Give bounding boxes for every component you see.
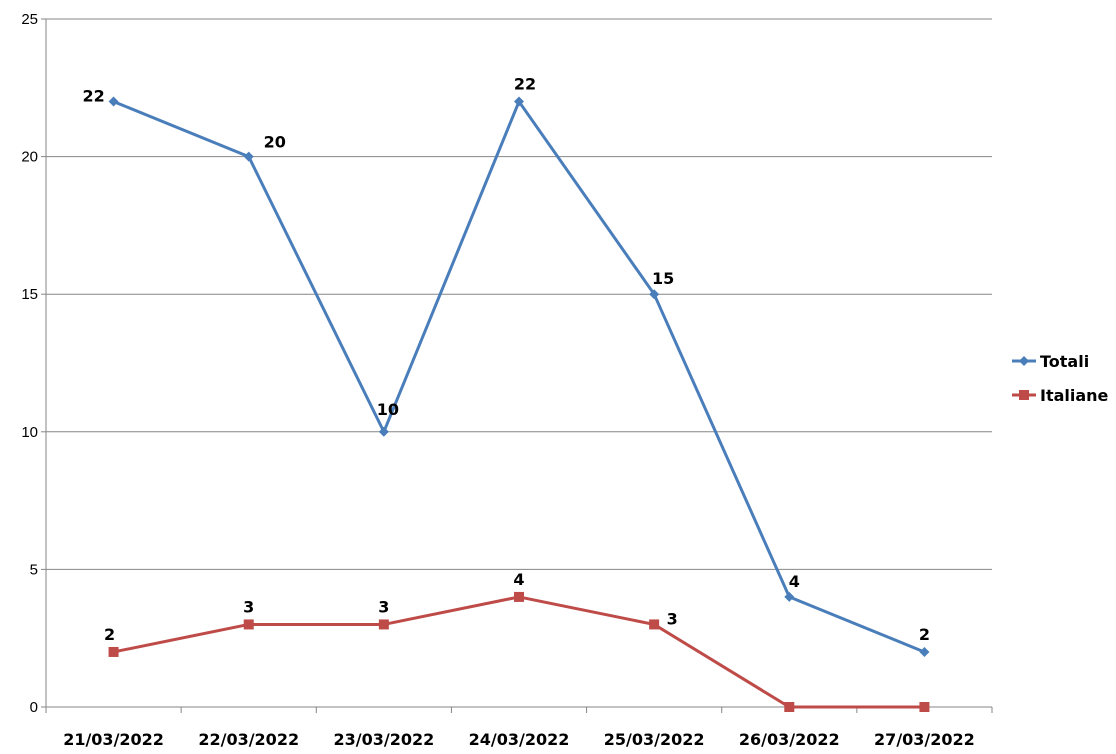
y-tick-label: 25 bbox=[21, 11, 38, 28]
y-tick-label: 15 bbox=[21, 286, 38, 303]
y-tick-label: 0 bbox=[30, 699, 38, 716]
x-tick-label: 26/03/2022 bbox=[739, 730, 840, 749]
gridlines bbox=[46, 18, 992, 570]
data-point bbox=[784, 702, 795, 712]
data-label: 3 bbox=[378, 597, 389, 616]
data-point bbox=[108, 96, 119, 107]
data-label: 22 bbox=[514, 75, 536, 94]
data-label: 20 bbox=[264, 133, 286, 152]
data-point bbox=[919, 702, 930, 712]
data-point bbox=[378, 426, 389, 437]
legend: Totali Italiane bbox=[1012, 352, 1109, 405]
x-axis-ticks: 21/03/2022 22/03/2022 23/03/2022 24/03/2022… bbox=[45, 707, 993, 749]
data-point bbox=[108, 646, 119, 657]
legend-label: Italiane bbox=[1040, 386, 1109, 405]
data-label: 3 bbox=[667, 609, 678, 628]
data-point bbox=[243, 151, 254, 162]
x-tick-label: 22/03/2022 bbox=[198, 730, 299, 749]
data-label: 3 bbox=[243, 597, 254, 616]
x-tick-label: 23/03/2022 bbox=[333, 730, 434, 749]
legend-marker bbox=[1019, 356, 1029, 366]
y-tick-label: 20 bbox=[21, 149, 38, 166]
data-label: 10 bbox=[377, 400, 399, 419]
data-point bbox=[649, 289, 660, 300]
data-label: 4 bbox=[789, 572, 800, 591]
legend-marker bbox=[1019, 390, 1029, 400]
data-point bbox=[919, 646, 930, 657]
data-point bbox=[784, 591, 795, 602]
y-axis-ticks: 0 5 10 15 20 25 bbox=[21, 11, 46, 716]
x-tick-label: 25/03/2022 bbox=[604, 730, 705, 749]
data-label: 2 bbox=[919, 625, 930, 644]
data-point bbox=[378, 619, 389, 630]
data-label: 4 bbox=[513, 570, 524, 589]
legend-item-totali: Totali bbox=[1012, 352, 1089, 371]
data-point bbox=[514, 96, 524, 107]
legend-item-italiane: Italiane bbox=[1012, 386, 1109, 405]
data-point bbox=[649, 619, 660, 630]
data-point bbox=[243, 619, 254, 630]
data-label: 15 bbox=[652, 269, 674, 288]
data-label: 2 bbox=[104, 625, 115, 644]
x-tick-label: 21/03/2022 bbox=[63, 730, 164, 749]
x-tick-label: 24/03/2022 bbox=[469, 730, 570, 749]
series-line bbox=[113, 595, 925, 709]
data-label: 22 bbox=[82, 87, 104, 106]
y-tick-label: 5 bbox=[30, 561, 38, 578]
data-point bbox=[514, 591, 524, 602]
x-tick-label: 27/03/2022 bbox=[874, 730, 975, 749]
legend-label: Totali bbox=[1040, 352, 1089, 371]
y-tick-label: 10 bbox=[21, 424, 38, 441]
series-italiane: 2 3 3 4 3 bbox=[104, 570, 930, 712]
axes bbox=[45, 19, 992, 708]
series-totali: 22 20 10 22 15 4 2 bbox=[82, 75, 930, 657]
